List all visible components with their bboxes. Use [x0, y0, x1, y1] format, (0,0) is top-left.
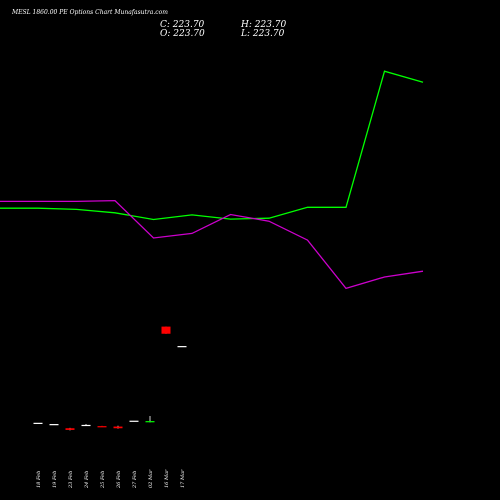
x-tick-label: 26 Feb: [116, 471, 122, 489]
x-tick-label: 02 Mar: [148, 469, 154, 488]
open-value: O: 223.70: [160, 29, 205, 39]
chart-title: MESL 1860.00 PE Options Chart Munafasutr…: [12, 9, 168, 16]
candle-body: [49, 424, 59, 426]
candle-3: [81, 424, 91, 427]
close-value: C: 223.70: [160, 20, 205, 30]
candle-body: [33, 422, 43, 424]
candle-body: [81, 424, 91, 427]
low-value: L: 223.70: [241, 29, 285, 39]
candle-9: [177, 346, 187, 348]
ma-line-1: [0, 70, 424, 221]
candle-2: [65, 427, 75, 431]
x-tick-label: 23 Feb: [68, 471, 74, 489]
candle-1: [49, 424, 59, 426]
candles: [33, 326, 187, 431]
candle-body: [97, 426, 107, 428]
candle-body: [161, 326, 171, 334]
candle-0: [33, 422, 43, 424]
x-tick-label: 27 Feb: [132, 471, 138, 489]
x-tick-label: 24 Feb: [84, 471, 90, 489]
x-tick-label: 25 Feb: [100, 471, 106, 489]
candle-6: [129, 420, 139, 422]
moving-averages: [0, 70, 424, 290]
candle-4: [97, 425, 107, 428]
x-tick-label: 17 Mar: [180, 469, 186, 488]
candle-8: [161, 326, 171, 334]
ma-line-2: [0, 199, 424, 290]
candle-body: [177, 346, 187, 348]
candle-7: [145, 416, 155, 423]
x-tick-label: 16 Mar: [164, 469, 170, 488]
candle-body: [65, 428, 75, 430]
x-axis-labels: 18 Feb 19 Feb 23 Feb 24 Feb 25 Feb 26 Feb 27 F…: [36, 469, 186, 489]
candle-body: [129, 420, 139, 422]
x-tick-label: 18 Feb: [36, 471, 42, 488]
x-tick-label: 19 Feb: [52, 471, 58, 488]
high-value: H: 223.70: [241, 20, 287, 30]
candle-5: [113, 425, 123, 429]
candle-body: [113, 426, 123, 429]
candle-body: [145, 421, 155, 423]
